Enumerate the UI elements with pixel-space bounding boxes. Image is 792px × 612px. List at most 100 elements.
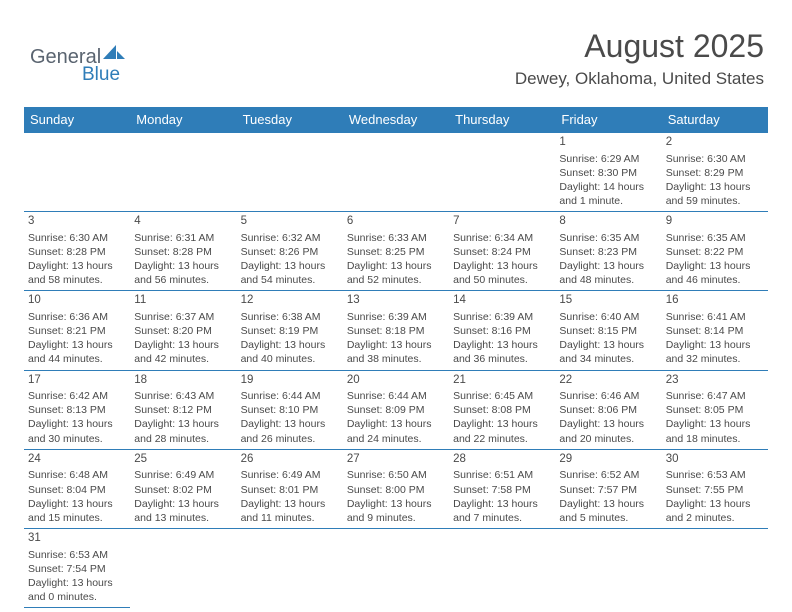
header: General Blue August 2025 Dewey, Oklahoma… [0, 0, 792, 97]
day-cell [343, 529, 449, 608]
sunrise-text: Sunrise: 6:32 AM [241, 231, 339, 245]
day-cell [237, 529, 343, 608]
week-row: 10Sunrise: 6:36 AMSunset: 8:21 PMDayligh… [24, 291, 768, 370]
day-cell: 27Sunrise: 6:50 AMSunset: 8:00 PMDayligh… [343, 449, 449, 528]
day-cell: 2Sunrise: 6:30 AMSunset: 8:29 PMDaylight… [662, 133, 768, 212]
day-header-row: Sunday Monday Tuesday Wednesday Thursday… [24, 108, 768, 134]
daylight-text: Daylight: 13 hours and 24 minutes. [347, 417, 445, 445]
day-number: 15 [559, 293, 657, 309]
day-number: 27 [347, 452, 445, 468]
day-cell: 13Sunrise: 6:39 AMSunset: 8:18 PMDayligh… [343, 291, 449, 370]
sunset-text: Sunset: 8:29 PM [666, 166, 764, 180]
day-number: 9 [666, 214, 764, 230]
sunrise-text: Sunrise: 6:53 AM [666, 468, 764, 482]
day-cell [662, 529, 768, 608]
daylight-text: Daylight: 13 hours and 15 minutes. [28, 497, 126, 525]
daylight-text: Daylight: 13 hours and 7 minutes. [453, 497, 551, 525]
daylight-text: Daylight: 13 hours and 40 minutes. [241, 338, 339, 366]
day-cell: 21Sunrise: 6:45 AMSunset: 8:08 PMDayligh… [449, 370, 555, 449]
sunrise-text: Sunrise: 6:31 AM [134, 231, 232, 245]
col-tuesday: Tuesday [237, 108, 343, 134]
daylight-text: Daylight: 13 hours and 54 minutes. [241, 259, 339, 287]
sunrise-text: Sunrise: 6:40 AM [559, 310, 657, 324]
day-cell [237, 133, 343, 212]
logo-text-2: Blue [82, 64, 120, 85]
page-title: August 2025 [28, 28, 764, 65]
day-cell [130, 529, 236, 608]
day-cell: 20Sunrise: 6:44 AMSunset: 8:09 PMDayligh… [343, 370, 449, 449]
week-row: 3Sunrise: 6:30 AM Sunset: 8:28 PM Daylight… [24, 212, 768, 291]
sunset-text: Sunset: 8:13 PM [28, 403, 126, 417]
week-row: 1Sunrise: 6:29 AMSunset: 8:30 PMDaylight… [24, 133, 768, 212]
day-number: 14 [453, 293, 551, 309]
day-number: 8 [559, 214, 657, 230]
sunset-text: Sunset: 7:58 PM [453, 483, 551, 497]
sunrise-text: Sunrise: 6:41 AM [666, 310, 764, 324]
sunrise-text: Sunrise: 6:39 AM [453, 310, 551, 324]
daylight-text: Daylight: 13 hours and 44 minutes. [28, 338, 126, 366]
daylight-text: Daylight: 13 hours and 18 minutes. [666, 417, 764, 445]
sunset-text: Sunset: 8:18 PM [347, 324, 445, 338]
sunset-text: Sunset: 8:23 PM [559, 245, 657, 259]
sunrise-text: Sunrise: 6:47 AM [666, 389, 764, 403]
day-cell: 17Sunrise: 6:42 AMSunset: 8:13 PMDayligh… [24, 370, 130, 449]
day-number: 23 [666, 373, 764, 389]
sunrise-text: Sunrise: 6:34 AM [453, 231, 551, 245]
daylight-text: Daylight: 13 hours and 42 minutes. [134, 338, 232, 366]
day-number: 3 [28, 214, 126, 230]
day-cell: 15Sunrise: 6:40 AMSunset: 8:15 PMDayligh… [555, 291, 661, 370]
col-monday: Monday [130, 108, 236, 134]
sunset-text: Sunset: 8:08 PM [453, 403, 551, 417]
sunrise-text: Sunrise: 6:29 AM [559, 152, 657, 166]
sunset-text: Sunset: 8:30 PM [559, 166, 657, 180]
sunset-text: Sunset: 8:09 PM [347, 403, 445, 417]
day-number: 29 [559, 452, 657, 468]
daylight-text: Daylight: 13 hours and 58 minutes. [28, 259, 126, 287]
day-number: 20 [347, 373, 445, 389]
day-number: 19 [241, 373, 339, 389]
sunrise-text: Sunrise: 6:48 AM [28, 468, 126, 482]
sunrise-text: Sunrise: 6:49 AM [134, 468, 232, 482]
day-number: 10 [28, 293, 126, 309]
sunset-text: Sunset: 8:05 PM [666, 403, 764, 417]
sunset-text: Sunset: 8:02 PM [134, 483, 232, 497]
col-friday: Friday [555, 108, 661, 134]
day-number: 7 [453, 214, 551, 230]
day-cell: 14Sunrise: 6:39 AMSunset: 8:16 PMDayligh… [449, 291, 555, 370]
sunrise-text: Sunrise: 6:37 AM [134, 310, 232, 324]
daylight-text: Daylight: 13 hours and 50 minutes. [453, 259, 551, 287]
calendar-body: 1Sunrise: 6:29 AMSunset: 8:30 PM Daylight… [24, 133, 768, 608]
sunset-text: Sunset: 8:14 PM [666, 324, 764, 338]
daylight-text: Daylight: 13 hours and 11 minutes. [241, 497, 339, 525]
sunset-text: Sunset: 8:28 PM [134, 245, 232, 259]
day-number: 2 [666, 135, 764, 151]
week-row: 31Sunrise: 6:53 AMSunset: 7:54 PMDayligh… [24, 529, 768, 608]
day-number: 21 [453, 373, 551, 389]
daylight-text: Daylight: 13 hours and 26 minutes. [241, 417, 339, 445]
col-saturday: Saturday [662, 108, 768, 134]
day-cell [130, 133, 236, 212]
col-wednesday: Wednesday [343, 108, 449, 134]
day-cell: 31Sunrise: 6:53 AMSunset: 7:54 PMDayligh… [24, 529, 130, 608]
sunset-text: Sunset: 8:16 PM [453, 324, 551, 338]
day-number: 16 [666, 293, 764, 309]
day-number: 1 [559, 135, 657, 151]
sunrise-text: Sunrise: 6:35 AM [666, 231, 764, 245]
daylight-text: Daylight: 13 hours and 32 minutes. [666, 338, 764, 366]
logo: General Blue [30, 46, 125, 92]
sunset-text: Sunset: 8:06 PM [559, 403, 657, 417]
day-number: 11 [134, 293, 232, 309]
sunrise-text: Sunrise: 6:44 AM [347, 389, 445, 403]
sunset-text: Sunset: 7:54 PM [28, 562, 126, 576]
sunset-text: Sunset: 8:01 PM [241, 483, 339, 497]
daylight-text: Daylight: 13 hours and 2 minutes. [666, 497, 764, 525]
sunrise-text: Sunrise: 6:51 AM [453, 468, 551, 482]
daylight-text: Daylight: 13 hours and 22 minutes. [453, 417, 551, 445]
sunset-text: Sunset: 8:15 PM [559, 324, 657, 338]
day-cell: 12Sunrise: 6:38 AMSunset: 8:19 PMDayligh… [237, 291, 343, 370]
sunrise-text: Sunrise: 6:30 AM [28, 231, 126, 245]
day-cell: 5Sunrise: 6:32 AMSunset: 8:26 PMDaylight… [237, 212, 343, 291]
daylight-text: Daylight: 13 hours and 46 minutes. [666, 259, 764, 287]
day-number: 12 [241, 293, 339, 309]
day-number: 31 [28, 531, 126, 547]
